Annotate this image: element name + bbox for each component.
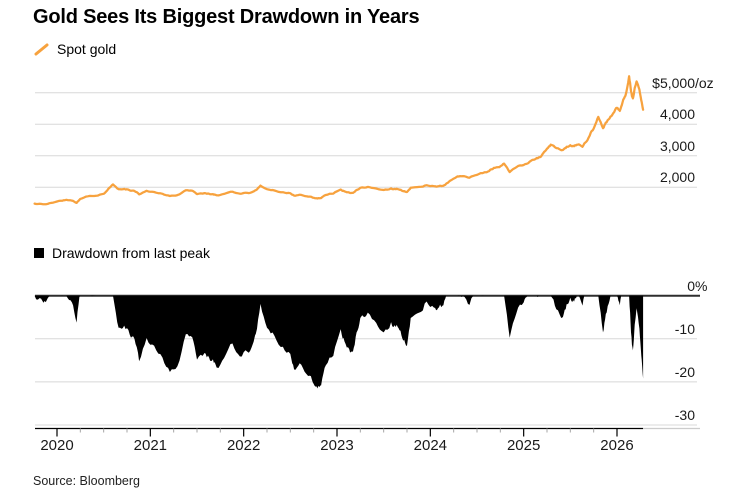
- ytick-label: 4,000: [659, 106, 695, 123]
- ytick-label: $5,000/oz: [652, 74, 714, 91]
- line-swatch-icon: [34, 43, 49, 55]
- xtick-label-2022: 2022: [226, 437, 261, 454]
- ytick-label: -10: [674, 320, 695, 337]
- xtick-label-2024: 2024: [413, 437, 448, 454]
- xtick-label-2023: 2023: [320, 437, 354, 454]
- xtick-label-2025: 2025: [506, 437, 541, 454]
- legend-spot-gold: Spot gold: [34, 41, 116, 57]
- xtick-label-2026: 2026: [600, 437, 634, 454]
- xtick-label-2021: 2021: [133, 437, 168, 454]
- legend-drawdown: Drawdown from last peak: [34, 245, 210, 261]
- spot-gold-line: [33, 75, 645, 206]
- legend-drawdown-label: Drawdown from last peak: [52, 245, 210, 261]
- chart-title: Gold Sees Its Biggest Drawdown in Years: [33, 6, 420, 28]
- xtick-label-2020: 2020: [40, 437, 74, 454]
- source-note: Source: Bloomberg: [33, 474, 141, 488]
- ytick-label: 2,000: [659, 169, 695, 186]
- ytick-label: 3,000: [659, 137, 695, 154]
- legend-spot-gold-label: Spot gold: [57, 41, 117, 57]
- ytick-label: -30: [674, 407, 695, 423]
- area-swatch-icon: [34, 248, 44, 258]
- ytick-label: 0%: [687, 277, 708, 294]
- ytick-label: -20: [674, 363, 695, 380]
- drawdown-area: [34, 295, 644, 389]
